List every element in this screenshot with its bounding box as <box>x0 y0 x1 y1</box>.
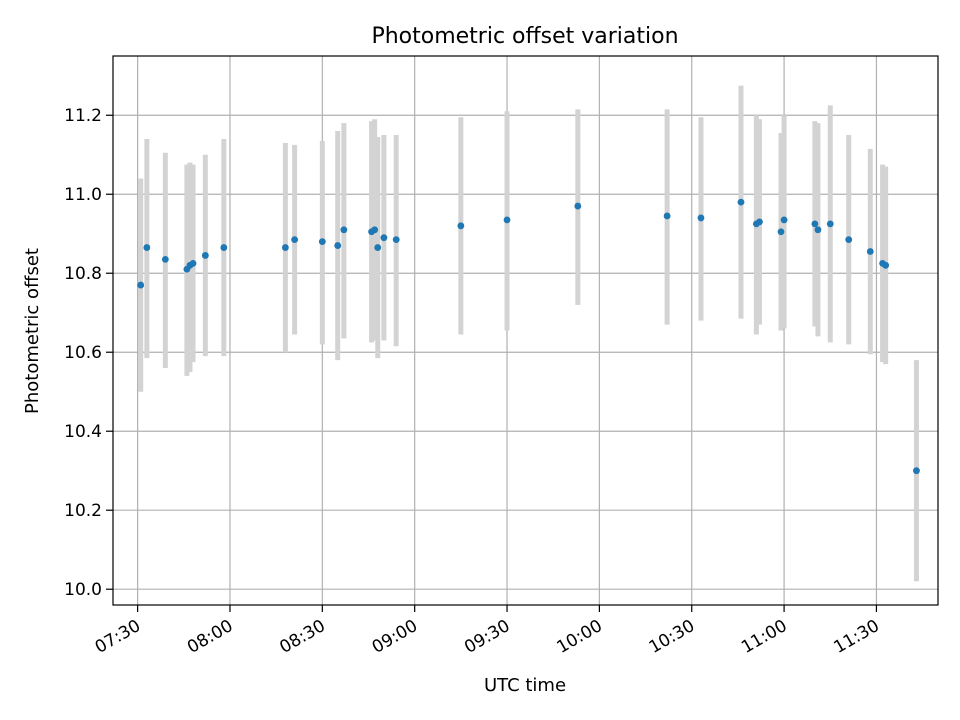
y-tick-label: 10.2 <box>64 501 102 521</box>
y-tick-label: 10.0 <box>64 580 102 600</box>
data-point <box>503 216 511 224</box>
data-point <box>220 244 228 251</box>
x-tick-label: 09:30 <box>461 616 513 658</box>
data-point <box>318 238 326 246</box>
plot-frame <box>112 55 939 606</box>
y-tick-label: 10.6 <box>64 343 102 363</box>
y-tick-label: 11.2 <box>64 106 102 126</box>
y-axis-label: Photometric offset <box>22 248 43 414</box>
data-point <box>371 226 379 234</box>
data-point <box>291 236 299 244</box>
data-point <box>737 198 745 206</box>
data-point <box>334 242 342 249</box>
data-point <box>814 226 822 234</box>
x-tick-label: 11:30 <box>830 616 882 658</box>
x-axis-label: UTC time <box>484 675 566 696</box>
y-tick-label: 10.4 <box>64 422 102 442</box>
data-point <box>281 244 289 251</box>
data-point <box>574 202 582 210</box>
data-point <box>913 467 920 475</box>
data-point <box>340 226 348 234</box>
data-point <box>392 236 400 244</box>
data-points <box>137 198 920 475</box>
data-point <box>882 261 890 269</box>
data-point <box>143 244 151 251</box>
data-point <box>374 244 382 251</box>
data-point <box>780 216 788 224</box>
data-point <box>756 218 763 226</box>
x-tick-label: 07:30 <box>92 616 144 658</box>
data-point <box>161 256 169 263</box>
data-point <box>826 220 834 228</box>
x-tick-label: 11:00 <box>738 616 790 658</box>
x-tick-label: 10:30 <box>646 616 698 658</box>
data-point <box>201 252 209 259</box>
y-tick-label: 11.0 <box>64 185 102 205</box>
x-tick-label: 10:00 <box>553 616 605 658</box>
data-point <box>663 212 671 220</box>
data-point <box>777 228 785 236</box>
data-point <box>811 220 819 228</box>
x-axis-ticks: 07:30 08:00 08:30 09:00 09:30 10:00 10:30 11:00… <box>92 605 883 658</box>
y-axis-ticks: 10.0 10.2 10.4 10.6 10.8 11.0 11.2 <box>64 106 113 600</box>
data-point <box>697 214 705 222</box>
data-point <box>845 236 853 244</box>
data-point <box>380 234 388 242</box>
chart-title: Photometric offset variation <box>371 24 678 49</box>
data-point <box>137 281 145 289</box>
data-point <box>457 222 465 230</box>
data-point <box>866 248 874 255</box>
x-tick-label: 09:00 <box>369 616 421 658</box>
y-tick-label: 10.8 <box>64 264 102 284</box>
error-bars <box>138 85 919 582</box>
x-tick-label: 08:00 <box>184 616 236 658</box>
data-point <box>189 259 197 267</box>
x-tick-label: 08:30 <box>276 616 328 658</box>
